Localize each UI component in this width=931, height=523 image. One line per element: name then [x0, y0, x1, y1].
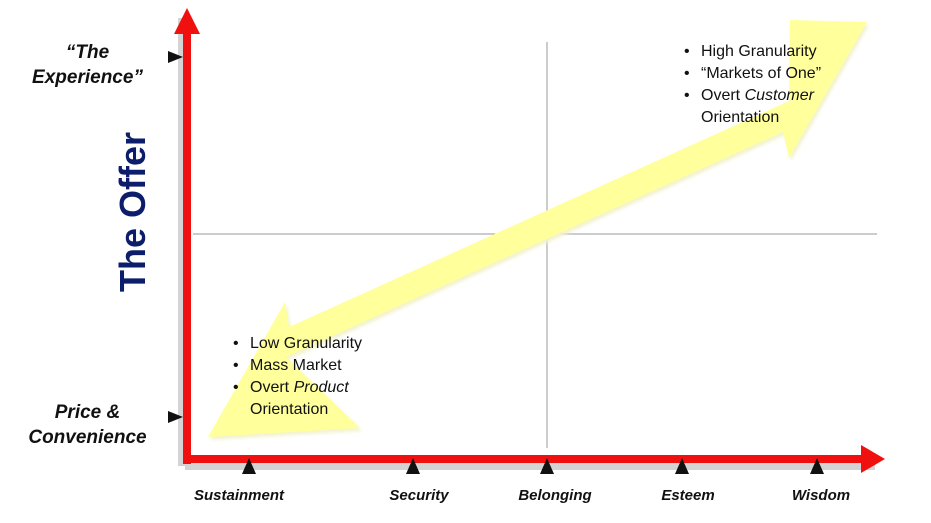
- bullet-overt-customer-prefix: Overt: [701, 87, 745, 104]
- x-marker-security: [406, 458, 420, 474]
- y-level-top-label: “The Experience”: [10, 40, 165, 90]
- y-axis-line: [183, 30, 191, 464]
- bullet-overt-product-prefix: Overt: [250, 379, 294, 396]
- axis-title: The Offer: [112, 131, 153, 293]
- y-axis-arrowhead: [174, 8, 200, 34]
- x-label-security: Security: [389, 487, 449, 504]
- top-right-bullet-list: High Granularity “Markets of One” Overt …: [680, 41, 821, 129]
- x-marker-belonging: [540, 458, 554, 474]
- y-level-bottom-line1: Price &: [54, 402, 121, 423]
- x-axis-line: [183, 455, 865, 463]
- y-axis-shadow: [178, 18, 187, 466]
- bullet-overt-customer-emphasis: Customer: [744, 87, 814, 104]
- y-level-bottom-label: Price & Convenience: [10, 400, 165, 450]
- y-level-top-line2: Experience”: [32, 67, 143, 88]
- double-headed-arrow: [208, 20, 867, 437]
- bullet-markets-of-one: “Markets of One”: [680, 63, 821, 85]
- y-level-bottom-line2: Convenience: [28, 427, 147, 448]
- x-label-sustainment: Sustainment: [193, 487, 284, 504]
- x-axis-arrowhead: [861, 445, 885, 473]
- x-label-esteem: Esteem: [661, 487, 715, 504]
- bullet-overt-customer: Overt Customer: [680, 85, 821, 107]
- x-marker-sustainment: [242, 458, 256, 474]
- x-axis-shadow: [185, 462, 875, 470]
- bullet-overt-customer-continuation: Orientation: [701, 109, 780, 126]
- bullet-high-granularity: High Granularity: [680, 41, 821, 63]
- bullet-low-granularity: Low Granularity: [229, 333, 362, 355]
- bullet-overt-product-emphasis: Product: [293, 379, 349, 396]
- y-level-top-line1: “The: [65, 42, 110, 63]
- bullet-mass-market: Mass Market: [229, 355, 362, 377]
- bottom-left-bullet-list: Low Granularity Mass Market Overt Produc…: [229, 333, 362, 421]
- y-marker-bottom: [168, 411, 183, 423]
- x-label-wisdom: Wisdom: [791, 487, 851, 504]
- x-marker-wisdom: [810, 458, 824, 474]
- x-marker-esteem: [675, 458, 689, 474]
- y-marker-top: [168, 51, 183, 63]
- x-label-belonging: Belonging: [518, 487, 592, 504]
- bullet-overt-product-continuation: Orientation: [250, 401, 329, 418]
- bullet-overt-product: Overt Product: [229, 377, 362, 399]
